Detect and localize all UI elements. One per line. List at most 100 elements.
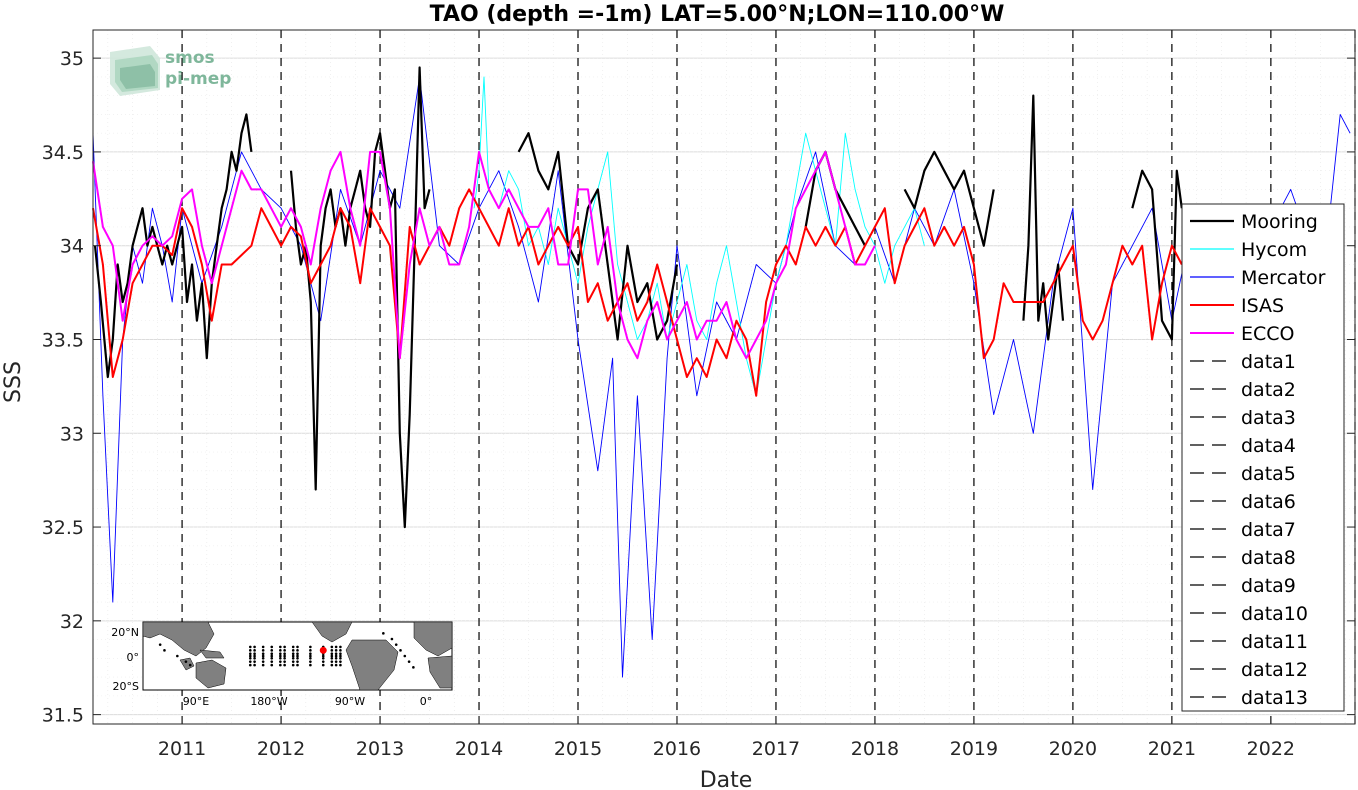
array-dot-18 — [261, 656, 265, 660]
map-lon-label-2: 90°W — [335, 695, 365, 708]
array-dot-98 — [399, 649, 402, 652]
array-dot-82 — [334, 660, 338, 663]
array-dot-21 — [270, 645, 274, 649]
legend-label-mooring: Mooring — [1241, 211, 1318, 233]
legend-label-data7: data7 — [1241, 519, 1296, 541]
array-dot-87 — [339, 654, 342, 658]
array-dot-39 — [283, 656, 286, 660]
array-dot-68 — [321, 660, 325, 663]
array-dot-25 — [270, 656, 274, 660]
legend-label-data9: data9 — [1241, 575, 1296, 597]
legend-label-data1: data1 — [1241, 351, 1296, 373]
x-tick-label-3: 2014 — [455, 738, 503, 760]
array-dot-102 — [382, 632, 385, 635]
array-dot-96 — [390, 637, 394, 641]
array-dot-41 — [283, 663, 286, 667]
map-lat-label-0: 20°N — [111, 626, 139, 639]
array-dot-7 — [253, 645, 256, 649]
array-dot-19 — [261, 660, 265, 663]
x-tick-label-2: 2013 — [356, 738, 404, 760]
array-dot-10 — [253, 654, 256, 658]
map-lon-label-3: 0° — [420, 695, 433, 708]
array-dot-14 — [261, 645, 265, 649]
logo-line1: smos — [165, 48, 215, 68]
array-dot-31 — [279, 654, 282, 658]
x-tick-label-4: 2015 — [554, 738, 602, 760]
x-tick-label-9: 2020 — [1049, 738, 1097, 760]
series-mooring-seg-1 — [289, 66, 431, 529]
array-dot-27 — [270, 663, 274, 667]
array-dot-75 — [330, 660, 334, 663]
array-dot-86 — [339, 652, 342, 656]
legend-label-data12: data12 — [1241, 659, 1308, 681]
x-axis-label: Date — [700, 768, 753, 790]
array-dot-97 — [394, 643, 398, 646]
chart-title: TAO (depth =-1m) LAT=5.00°N;LON=110.00°W — [430, 2, 1005, 27]
legend-label-data11: data11 — [1241, 631, 1308, 653]
array-dot-79 — [334, 652, 338, 656]
year-divider-lines — [181, 30, 1356, 724]
array-dot-17 — [261, 654, 265, 658]
x-tick-label-8: 2019 — [950, 738, 998, 760]
array-dot-78 — [334, 649, 338, 652]
array-dot-36 — [283, 649, 286, 652]
series-ecco — [92, 150, 876, 360]
plot-area — [93, 30, 1355, 724]
array-dot-57 — [309, 649, 312, 652]
array-dot-91 — [158, 643, 162, 646]
series-mooring-seg-2 — [517, 132, 679, 341]
array-dot-33 — [279, 660, 282, 663]
array-dot-90 — [339, 663, 342, 667]
y-tick-label-6: 34.5 — [42, 142, 84, 164]
array-dot-55 — [296, 663, 299, 667]
array-dot-53 — [296, 656, 299, 660]
array-dot-34 — [279, 663, 282, 667]
smos-pimep-logo: smos pi-mep — [110, 46, 231, 96]
array-dot-35 — [283, 645, 286, 649]
array-dot-81 — [334, 656, 338, 660]
legend-label-data6: data6 — [1241, 491, 1296, 513]
x-tick-label-10: 2021 — [1148, 738, 1196, 760]
y-tick-label-1: 32 — [60, 611, 84, 633]
array-dot-100 — [407, 660, 411, 663]
array-dot-13 — [253, 663, 256, 667]
x-tick-label-7: 2018 — [851, 738, 899, 760]
array-dot-72 — [330, 652, 334, 656]
array-dot-99 — [403, 654, 407, 658]
legend: Mooring Hycom Mercator ISAS ECCO data1 data2 da… — [1181, 203, 1345, 712]
array-dot-49 — [296, 645, 299, 649]
station-marker — [319, 646, 327, 654]
array-dot-47 — [291, 660, 295, 663]
array-dot-70 — [330, 645, 334, 649]
y-axis: 31.5 32 32.5 33 33.5 34 34.5 35 — [42, 48, 1355, 727]
logo-line2: pi-mep — [165, 69, 231, 89]
array-dot-23 — [270, 652, 274, 656]
series-isas — [92, 188, 1183, 397]
x-tick-label-0: 2011 — [158, 738, 206, 760]
array-dot-22 — [270, 649, 274, 652]
array-dot-40 — [283, 660, 286, 663]
array-dot-74 — [330, 656, 334, 660]
legend-label-isas: ISAS — [1241, 295, 1284, 317]
array-dot-89 — [339, 660, 342, 663]
array-dot-60 — [309, 656, 312, 660]
array-dot-59 — [309, 654, 312, 658]
x-axis: 2011 2012 2013 2014 2015 2016 2017 2018 2019 2020… — [158, 716, 1295, 760]
legend-label-hycom: Hycom — [1241, 239, 1307, 261]
array-dot-76 — [330, 663, 334, 667]
array-dot-5 — [248, 660, 252, 663]
array-dot-46 — [291, 656, 295, 660]
array-dot-69 — [321, 663, 325, 667]
array-dot-32 — [279, 656, 282, 660]
array-dot-52 — [296, 654, 299, 658]
legend-label-data13: data13 — [1241, 687, 1308, 709]
array-dot-80 — [334, 654, 338, 658]
y-tick-label-3: 33 — [60, 423, 84, 445]
array-dot-92 — [163, 649, 166, 652]
array-dot-77 — [334, 645, 338, 649]
array-dot-94 — [184, 660, 188, 663]
array-dot-48 — [291, 663, 295, 667]
array-dot-16 — [261, 652, 265, 656]
grid — [93, 30, 1355, 724]
